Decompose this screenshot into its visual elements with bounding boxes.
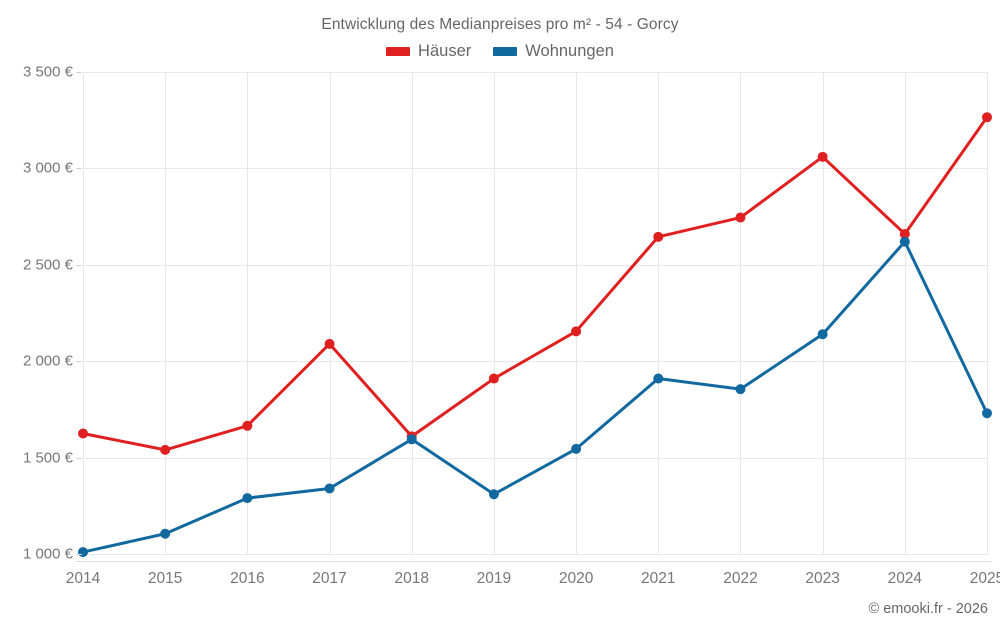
x-axis-tick-label: 2025 xyxy=(969,570,1000,587)
y-axis-tick-mark xyxy=(76,265,82,266)
y-axis-tick-mark xyxy=(76,361,82,362)
y-axis-tick-label: 2 500 € xyxy=(22,256,73,274)
data-point-marker[interactable] xyxy=(735,212,746,223)
y-axis-tick-mark xyxy=(76,554,82,555)
gridline-horizontal xyxy=(83,265,988,266)
data-point-marker[interactable] xyxy=(653,373,664,384)
legend-swatch-icon xyxy=(493,47,518,56)
data-point-marker[interactable] xyxy=(488,373,499,384)
data-point-marker[interactable] xyxy=(242,493,253,504)
data-point-marker[interactable] xyxy=(899,228,910,239)
gridline-vertical xyxy=(823,72,824,554)
series-line-häuser xyxy=(81,115,989,452)
data-point-marker[interactable] xyxy=(653,231,664,242)
gridline-vertical xyxy=(165,72,166,554)
y-axis-tick-mark xyxy=(76,458,82,459)
data-point-marker[interactable] xyxy=(817,151,828,162)
data-point-marker[interactable] xyxy=(78,428,88,439)
x-axis-tick-label: 2017 xyxy=(312,570,347,587)
data-point-marker[interactable] xyxy=(899,236,910,247)
data-point-marker[interactable] xyxy=(982,408,992,419)
gridline-vertical xyxy=(905,72,906,554)
x-axis-baseline xyxy=(75,561,992,562)
legend-swatch-icon xyxy=(386,47,411,56)
y-axis-tick-label: 3 000 € xyxy=(22,159,73,177)
footer-credit: © emooki.fr - 2026 xyxy=(868,601,988,617)
gridline-vertical xyxy=(330,72,331,554)
gridline-horizontal xyxy=(83,361,988,362)
legend-label: Häuser xyxy=(418,42,472,60)
x-axis-tick-label: 2020 xyxy=(558,570,594,587)
plot-area xyxy=(78,72,992,558)
gridline-vertical xyxy=(987,72,988,554)
chart-title: Entwicklung des Medianpreises pro m² - 5… xyxy=(321,16,679,33)
gridline-horizontal xyxy=(83,458,988,459)
series-layer xyxy=(78,112,992,558)
data-point-marker[interactable] xyxy=(488,489,499,500)
y-axis-tick-label: 2 000 € xyxy=(22,352,73,370)
chart-legend: Häuser Wohnungen xyxy=(0,42,1000,61)
y-axis-tick-label: 1 000 € xyxy=(22,545,73,563)
x-axis-tick-label: 2019 xyxy=(476,570,512,587)
data-point-marker[interactable] xyxy=(735,384,746,395)
y-axis-tick-mark xyxy=(76,168,82,169)
gridline-vertical xyxy=(412,72,413,554)
x-axis-tick-label: 2016 xyxy=(230,570,265,587)
gridline-vertical xyxy=(576,72,577,554)
x-axis-tick-label: 2022 xyxy=(723,570,758,587)
data-point-marker[interactable] xyxy=(817,329,828,340)
series-line-wohnungen xyxy=(81,240,989,554)
x-axis-tick-label: 2015 xyxy=(147,570,183,587)
data-point-marker[interactable] xyxy=(571,326,582,337)
data-point-marker[interactable] xyxy=(160,528,171,539)
legend-item-häuser[interactable]: Häuser xyxy=(386,42,471,61)
gridline-horizontal xyxy=(83,72,988,73)
gridline-vertical xyxy=(83,72,84,554)
data-point-marker[interactable] xyxy=(571,443,582,454)
gridline-vertical xyxy=(247,72,248,554)
gridline-vertical xyxy=(494,72,495,554)
data-point-marker[interactable] xyxy=(406,434,417,445)
data-point-marker[interactable] xyxy=(242,420,253,431)
data-point-marker[interactable] xyxy=(160,444,171,455)
x-axis-tick-label: 2024 xyxy=(887,570,923,587)
gridline-vertical xyxy=(658,72,659,554)
gridline-horizontal xyxy=(83,168,988,169)
y-axis-tick-label: 3 500 € xyxy=(22,63,73,81)
gridline-vertical xyxy=(740,72,741,554)
x-axis-tick-label: 2023 xyxy=(805,570,840,587)
data-point-marker[interactable] xyxy=(982,112,992,123)
legend-label: Wohnungen xyxy=(525,42,614,60)
gridline-horizontal xyxy=(83,554,988,555)
legend-item-wohnungen[interactable]: Wohnungen xyxy=(493,42,614,61)
data-point-marker[interactable] xyxy=(324,338,335,349)
data-point-marker[interactable] xyxy=(324,483,335,494)
x-axis-tick-label: 2021 xyxy=(641,570,676,587)
y-axis-tick-mark xyxy=(76,72,82,73)
y-axis-tick-label: 1 500 € xyxy=(22,449,73,467)
x-axis-tick-label: 2014 xyxy=(65,570,101,587)
x-axis-tick-label: 2018 xyxy=(394,570,429,587)
data-point-marker[interactable] xyxy=(78,547,88,558)
